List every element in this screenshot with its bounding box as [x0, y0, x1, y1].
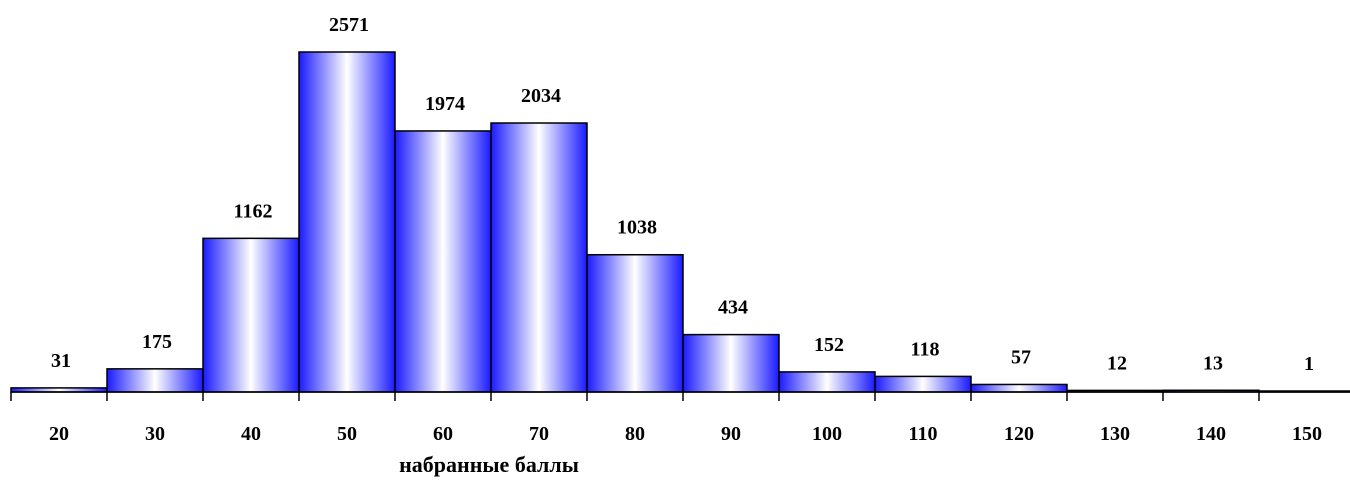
tick-label-140: 140 [1196, 423, 1226, 445]
bar-70 [490, 122, 588, 393]
tick-labels-group: 20 30 40 50 60 70 80 90 100 110 120 130 140 150 [49, 423, 1322, 445]
bar-120 [970, 383, 1068, 393]
tick-label-50: 50 [337, 423, 357, 445]
value-label-50: 2571 [329, 14, 369, 36]
tick-label-150: 150 [1292, 423, 1322, 445]
tick-label-20: 20 [49, 423, 69, 445]
value-label-80: 1038 [617, 217, 657, 239]
bar-30 [106, 368, 204, 393]
bar-100 [778, 371, 876, 393]
tick-label-70: 70 [529, 423, 549, 445]
value-label-30: 175 [142, 331, 172, 353]
value-label-70: 2034 [521, 85, 561, 107]
bars-group [10, 51, 1350, 393]
value-label-110: 118 [911, 338, 940, 360]
value-label-120: 57 [1011, 346, 1031, 368]
tick-label-100: 100 [812, 423, 842, 445]
bar-90 [682, 333, 780, 393]
tick-label-90: 90 [721, 423, 741, 445]
tick-label-120: 120 [1004, 423, 1034, 445]
value-label-100: 152 [814, 334, 844, 356]
tick-label-110: 110 [909, 423, 938, 445]
tick-label-80: 80 [625, 423, 645, 445]
bar-80 [586, 253, 684, 393]
value-labels-group: 31 175 1162 2571 1974 2034 1038 434 152 118 57 12 13… [51, 14, 1314, 375]
bar-60 [394, 130, 492, 393]
bar-40 [202, 237, 300, 393]
x-axis-title: набранные баллы [399, 452, 579, 477]
tick-label-40: 40 [241, 423, 261, 445]
value-label-150: 1 [1304, 353, 1314, 375]
value-label-40: 1162 [234, 200, 273, 222]
bar-50 [298, 51, 396, 393]
value-label-130: 12 [1107, 352, 1127, 374]
value-label-140: 13 [1203, 352, 1223, 374]
value-label-60: 1974 [425, 93, 465, 115]
tick-label-30: 30 [145, 423, 165, 445]
tick-label-130: 130 [1100, 423, 1130, 445]
bar-110 [874, 375, 972, 393]
value-label-90: 434 [718, 297, 748, 319]
value-label-20: 31 [51, 350, 71, 372]
tick-label-60: 60 [433, 423, 453, 445]
x-ticks-group [10, 392, 1260, 401]
